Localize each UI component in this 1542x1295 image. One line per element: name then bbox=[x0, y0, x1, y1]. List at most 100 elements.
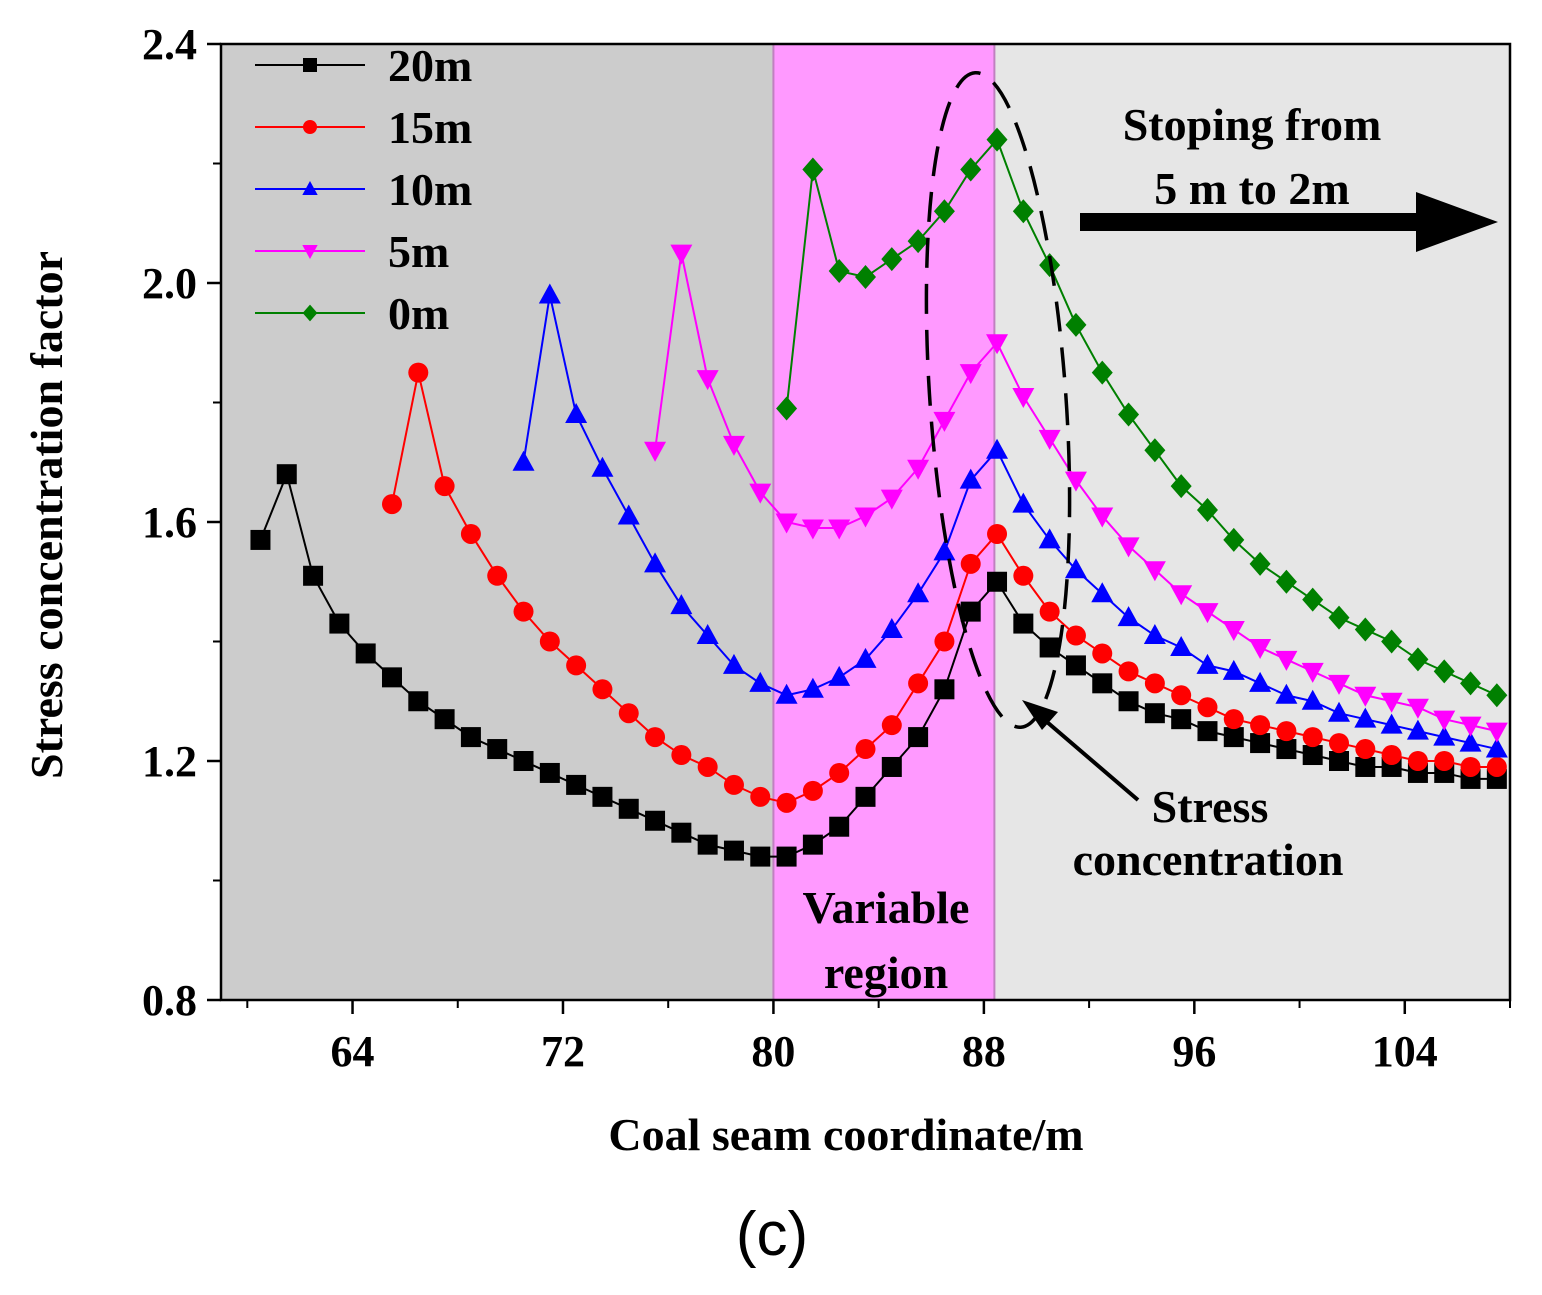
data-point-10m bbox=[1380, 713, 1403, 734]
data-point-10m bbox=[933, 540, 956, 561]
data-point-15m bbox=[1486, 756, 1507, 777]
stoping-label-line1: Stoping from bbox=[1123, 99, 1382, 150]
stress-label-line2: concentration bbox=[1073, 834, 1344, 885]
data-point-15m bbox=[1039, 601, 1060, 622]
x-tick-label: 104 bbox=[1372, 1027, 1438, 1076]
x-tick-label: 72 bbox=[541, 1027, 585, 1076]
data-point-10m bbox=[1196, 653, 1219, 674]
data-point-20m bbox=[934, 679, 955, 700]
data-point-0m bbox=[1354, 617, 1376, 642]
data-point-10m bbox=[1170, 635, 1193, 656]
data-point-15m bbox=[934, 631, 955, 652]
data-point-15m bbox=[1407, 751, 1428, 771]
data-point-0m bbox=[881, 247, 903, 272]
data-point-15m bbox=[1197, 697, 1218, 718]
data-point-10m bbox=[880, 618, 903, 639]
data-point-20m bbox=[513, 751, 534, 771]
legend-marker bbox=[303, 120, 317, 134]
data-point-15m bbox=[697, 756, 718, 777]
series-10m bbox=[512, 283, 1508, 758]
data-point-10m bbox=[1459, 731, 1482, 752]
data-point-5m bbox=[749, 483, 772, 504]
data-point-20m bbox=[1197, 721, 1218, 742]
data-point-15m bbox=[1434, 751, 1455, 771]
series-layer bbox=[250, 127, 1508, 867]
data-point-0m bbox=[1223, 527, 1245, 552]
legend-label: 10m bbox=[388, 164, 472, 215]
data-point-0m bbox=[1144, 438, 1166, 463]
data-point-15m bbox=[539, 631, 560, 652]
stoping-arrow bbox=[1080, 192, 1498, 252]
data-point-5m bbox=[933, 411, 956, 432]
data-point-15m bbox=[776, 792, 797, 813]
data-point-20m bbox=[303, 565, 324, 586]
data-point-5m bbox=[1196, 603, 1219, 624]
data-point-20m bbox=[1144, 703, 1165, 724]
data-point-0m bbox=[1249, 551, 1271, 576]
data-point-0m bbox=[1407, 647, 1429, 672]
data-point-10m bbox=[1406, 719, 1429, 740]
data-point-20m bbox=[908, 727, 929, 748]
y-tick-label: 2.0 bbox=[142, 259, 197, 308]
legend-item-0m: 0m bbox=[255, 288, 449, 339]
data-point-5m bbox=[1249, 638, 1272, 659]
data-point-0m bbox=[1433, 659, 1455, 684]
y-axis-ticks: 0.8 1.2 1.6 2.0 2.4 bbox=[142, 20, 221, 1025]
data-point-20m bbox=[618, 798, 639, 819]
data-point-10m bbox=[1275, 683, 1298, 704]
data-point-5m bbox=[1143, 561, 1166, 582]
data-point-15m bbox=[908, 673, 929, 694]
data-point-20m bbox=[329, 613, 350, 634]
series-20m bbox=[250, 464, 1507, 867]
data-point-15m bbox=[881, 715, 902, 736]
stoping-label-line2: 5 m to 2m bbox=[1154, 163, 1349, 214]
legend-label: 20m bbox=[388, 40, 472, 91]
data-point-20m bbox=[987, 571, 1008, 592]
data-point-15m bbox=[434, 476, 455, 497]
data-point-0m bbox=[1381, 629, 1403, 654]
x-tick-label: 80 bbox=[751, 1027, 795, 1076]
data-point-15m bbox=[1329, 733, 1350, 754]
data-point-20m bbox=[855, 786, 876, 807]
data-point-15m bbox=[1276, 721, 1297, 742]
variable-region-label-line2: region bbox=[824, 947, 948, 998]
data-point-5m bbox=[1433, 710, 1456, 731]
data-point-20m bbox=[750, 846, 771, 867]
series-line-0m bbox=[785, 137, 1498, 697]
data-point-15m bbox=[1250, 715, 1271, 736]
variable-region-label-line1: Variable bbox=[803, 882, 970, 933]
data-point-10m bbox=[644, 552, 667, 573]
data-point-0m bbox=[1091, 360, 1113, 385]
data-point-15m bbox=[1355, 739, 1376, 760]
data-point-20m bbox=[250, 529, 271, 550]
data-point-5m bbox=[775, 513, 798, 534]
x-axis-ticks: 64 72 80 88 96 104 bbox=[246, 1000, 1511, 1076]
x-tick-label: 96 bbox=[1172, 1027, 1216, 1076]
legend-marker bbox=[302, 304, 318, 322]
data-point-15m bbox=[1065, 625, 1086, 646]
data-point-5m bbox=[1459, 716, 1482, 737]
data-point-15m bbox=[1144, 673, 1165, 694]
data-point-15m bbox=[1171, 685, 1192, 706]
data-point-5m bbox=[801, 519, 824, 540]
data-point-20m bbox=[276, 464, 297, 485]
data-point-5m bbox=[1117, 537, 1140, 558]
legend-item-15m: 15m bbox=[255, 102, 472, 153]
data-point-15m bbox=[1381, 745, 1402, 766]
legend: 20m 15m 10m 5m 0m bbox=[255, 40, 472, 339]
data-point-20m bbox=[1276, 739, 1297, 760]
data-point-20m bbox=[1065, 655, 1086, 676]
data-point-15m bbox=[723, 774, 744, 795]
data-point-5m bbox=[959, 364, 982, 385]
data-point-0m bbox=[1012, 199, 1034, 224]
data-point-0m bbox=[802, 157, 824, 182]
data-point-10m bbox=[907, 582, 930, 603]
data-point-15m bbox=[671, 745, 692, 766]
data-point-20m bbox=[960, 601, 981, 622]
data-point-15m bbox=[487, 565, 508, 586]
data-point-15m bbox=[513, 601, 534, 622]
data-point-10m bbox=[591, 456, 614, 477]
data-point-0m bbox=[855, 265, 876, 290]
legend-item-5m: 5m bbox=[255, 226, 449, 277]
data-point-10m bbox=[986, 438, 1009, 459]
